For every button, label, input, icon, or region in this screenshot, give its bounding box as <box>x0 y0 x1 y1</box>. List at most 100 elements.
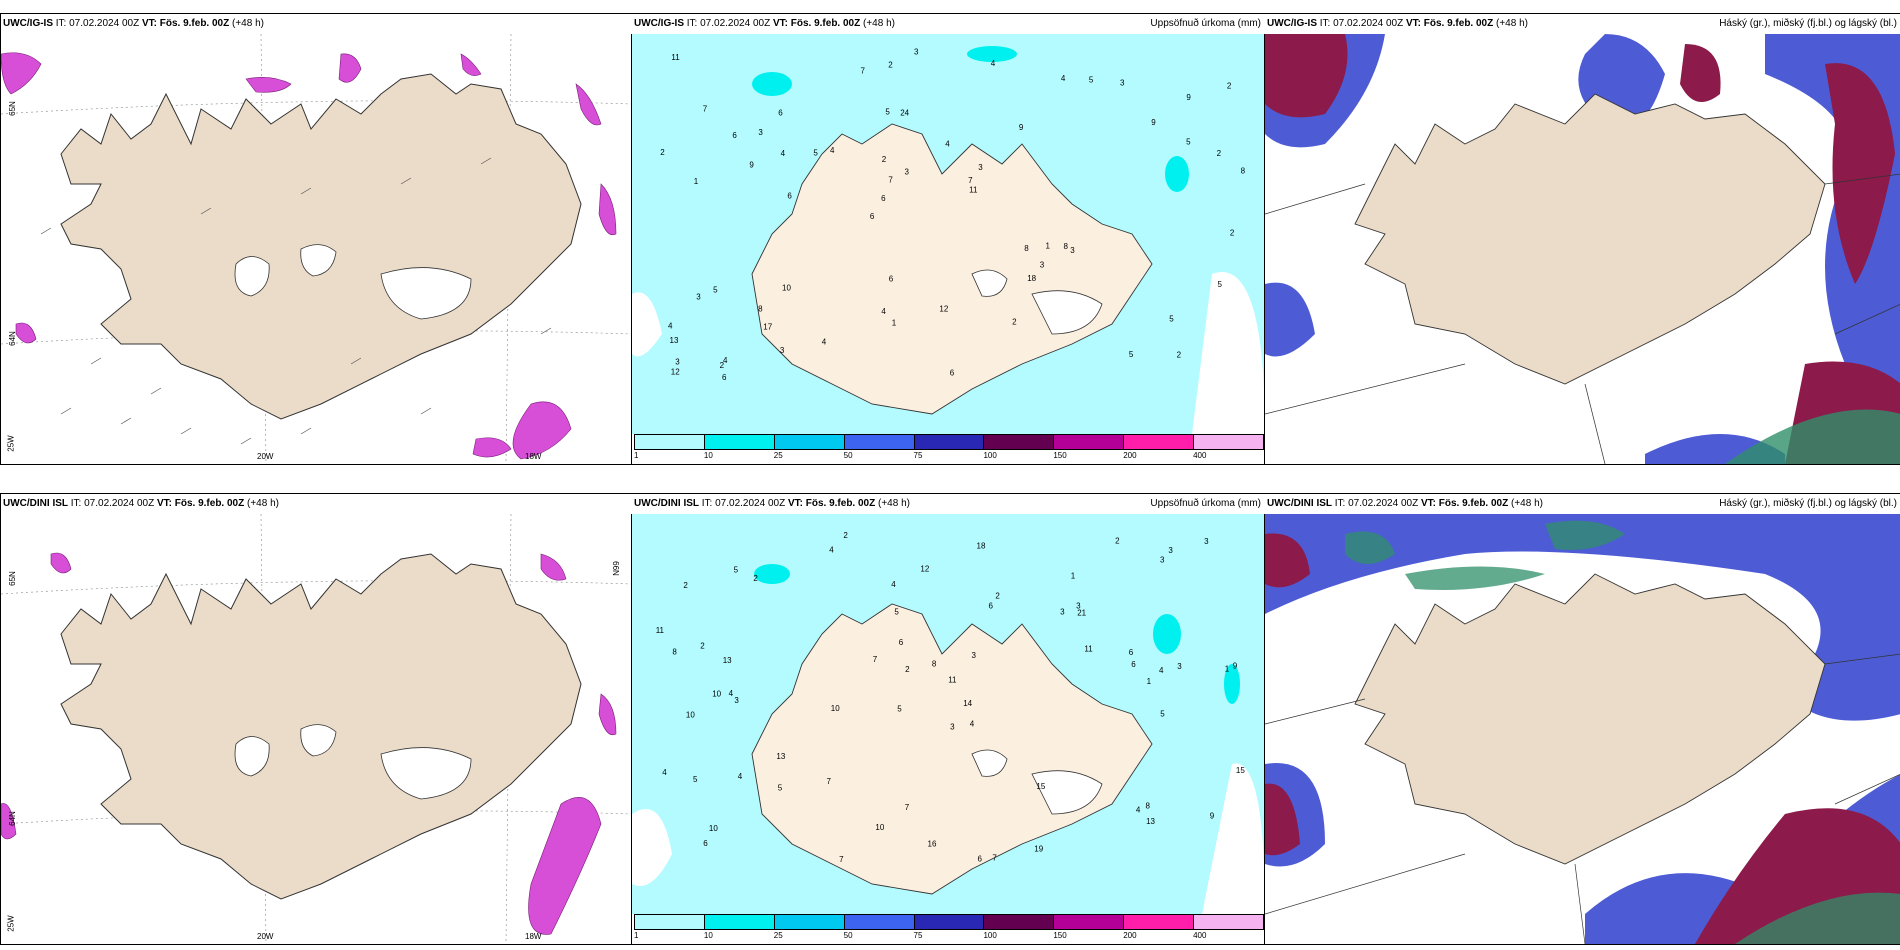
precip-value-label: 6 <box>989 602 994 611</box>
precip-value-label: 2 <box>660 148 665 157</box>
precip-value-label: 2 <box>1177 351 1182 360</box>
precip-value-label: 8 <box>1146 801 1151 810</box>
precip-value-label: 3 <box>696 292 701 301</box>
lead-time: (+48 h) <box>878 498 910 509</box>
coord-label: 65N <box>7 571 17 586</box>
precip-value-label: 5 <box>1089 76 1094 85</box>
it-label: IT: <box>1334 498 1346 509</box>
colorbar-swatch <box>913 914 985 930</box>
precip-value-label: 9 <box>749 160 754 169</box>
precip-value-label: 6 <box>950 369 955 378</box>
colorbar-swatch <box>1123 434 1195 450</box>
vt-label: VT: <box>156 498 172 509</box>
cloud-map <box>1265 34 1900 464</box>
precip-value-label: 2 <box>720 361 725 370</box>
precip-value-label: 3 <box>978 163 983 172</box>
precip-value-label: 7 <box>827 777 832 786</box>
panel-right-title: Uppsöfnuð úrkoma (mm) <box>1150 498 1261 509</box>
precip-value-label: 12 <box>671 367 680 376</box>
model-name: UWC/DINI ISL <box>3 498 68 509</box>
precip-value-label: 4 <box>945 140 950 149</box>
precip-value-label: 17 <box>763 322 772 331</box>
lead-time: (+48 h) <box>863 18 895 29</box>
panel-title: UWC/DINI ISL IT: 07.02.2024 00Z VT: Fös.… <box>1 494 632 514</box>
precip-value-label: 1 <box>1046 241 1051 250</box>
glaciers <box>234 244 472 320</box>
lead-time: (+48 h) <box>1511 498 1543 509</box>
colorbar-label: 150 <box>1053 931 1067 940</box>
coord-label: 25W <box>6 915 16 932</box>
panel-top-right: UWC/IG-IS IT: 07.02.2024 00Z VT: Fös. 9.… <box>1264 13 1900 465</box>
vt-label: VT: <box>787 498 803 509</box>
precip-value-label: 8 <box>1241 167 1246 176</box>
colorbar-label: 100 <box>983 931 997 940</box>
lead-time: (+48 h) <box>247 498 279 509</box>
panel-title: UWC/IG-IS IT: 07.02.2024 00Z VT: Fös. 9.… <box>1265 14 1900 34</box>
panel-title: UWC/DINI ISL IT: 07.02.2024 00Z VT: Fös.… <box>632 494 1265 514</box>
precip-value-label: 6 <box>889 274 894 283</box>
precip-value-label: 8 <box>1064 242 1069 251</box>
panel-top-left: UWC/IG-IS IT: 07.02.2024 00Z VT: Fös. 9.… <box>0 13 633 465</box>
vt-label: VT: <box>1405 18 1421 29</box>
colorbar-label: 400 <box>1193 931 1207 940</box>
precip-value-label: 2 <box>882 155 887 164</box>
precip-value-label: 3 <box>734 696 739 705</box>
panel-right-title: Háský (gr.), miðský (fj.bl.) og lágský (… <box>1719 18 1897 29</box>
it-label: IT: <box>1319 18 1331 29</box>
precip-value-label: 2 <box>888 60 893 69</box>
lead-time: (+48 h) <box>1496 18 1528 29</box>
precip-value-label: 6 <box>703 839 708 848</box>
coord-label: 20W <box>257 452 274 461</box>
precip-value-label: 4 <box>738 772 743 781</box>
coord-label: 18W <box>525 932 542 941</box>
wind-barbs <box>40 157 552 445</box>
colorbar-swatch <box>913 434 985 450</box>
wind-map-svg <box>1 34 632 464</box>
model-name: UWC/IG-IS <box>1267 18 1317 29</box>
precip-value-label: 11 <box>656 626 665 635</box>
colorbar-swatch <box>634 434 705 450</box>
vt-value: Fös. 9.feb. 00Z <box>790 18 861 29</box>
precip-colorbar: 1 10 25 50 75 100 150 200 400 <box>634 434 1264 462</box>
precip-value-label: 4 <box>781 149 786 158</box>
precip-value-label: 2 <box>1115 537 1120 546</box>
precip-value-label: 5 <box>1218 280 1223 289</box>
precip-value-label: 3 <box>780 346 785 355</box>
precip-value-label: 6 <box>870 212 875 221</box>
colorbar-label: 200 <box>1123 931 1137 940</box>
colorbar-swatch <box>1053 914 1125 930</box>
model-name: UWC/DINI ISL <box>634 498 699 509</box>
precip-colorbar: 1 10 25 50 75 100 150 200 400 <box>634 914 1264 942</box>
precip-value-label: 2 <box>995 592 1000 601</box>
wind-gust-areas <box>1 52 617 460</box>
precip-value-label: 3 <box>1060 607 1065 616</box>
precip-value-label: 5 <box>885 107 890 116</box>
precip-value-label: 21 <box>1077 608 1086 617</box>
colorbar-label: 75 <box>913 451 923 460</box>
colorbar-label: 1 <box>634 451 639 460</box>
precip-value-label: 4 <box>891 580 896 589</box>
colorbar-swatch <box>843 434 915 450</box>
precip-value-label: 5 <box>894 608 899 617</box>
colorbar-label: 400 <box>1193 451 1207 460</box>
colorbar-label: 50 <box>843 931 853 940</box>
colorbar-swatch <box>983 914 1055 930</box>
colorbar-label: 200 <box>1123 451 1137 460</box>
cloud-map-svg <box>1265 514 1900 944</box>
precip-value-label: 5 <box>1169 314 1174 323</box>
colorbar-swatch <box>773 914 845 930</box>
vt-label: VT: <box>772 18 788 29</box>
it-value: 07.02.2024 00Z <box>715 498 786 509</box>
precip-value-label: 11 <box>1084 645 1093 654</box>
precip-value-label: 3 <box>1070 246 1075 255</box>
colorbar-label: 25 <box>773 931 783 940</box>
precip-value-label: 4 <box>1136 806 1141 815</box>
colorbar-swatch <box>634 914 705 930</box>
precip-value-label: 6 <box>1131 660 1136 669</box>
it-label: IT: <box>70 498 82 509</box>
coord-label: 66N <box>610 561 620 576</box>
precip-value-label: 4 <box>662 768 667 777</box>
precip-value-label: 5 <box>1129 350 1134 359</box>
colorbar-label: 75 <box>913 931 923 940</box>
coord-label: 18W <box>525 452 542 461</box>
